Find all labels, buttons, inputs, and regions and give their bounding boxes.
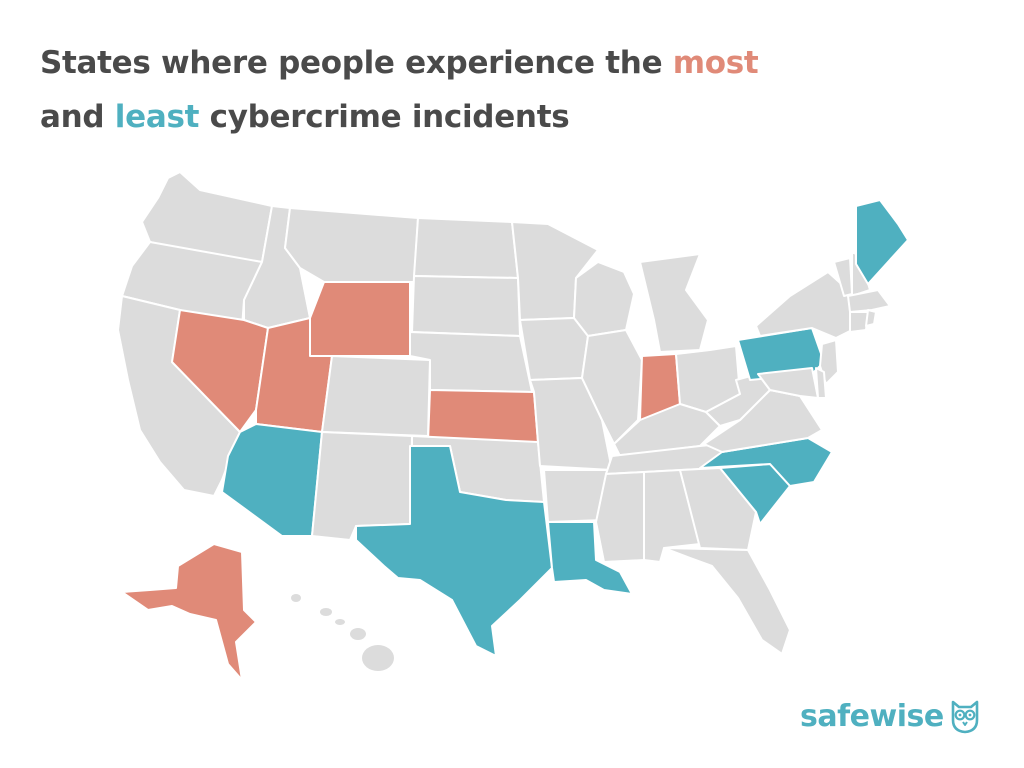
state-maryland	[757, 367, 819, 399]
title-text: and	[40, 99, 115, 135]
state-arizona	[221, 423, 323, 537]
state-south-dakota	[411, 275, 521, 337]
state-maine	[855, 199, 909, 285]
state-hawaii-kauai	[291, 594, 301, 602]
brand-logo: safewise	[800, 698, 980, 734]
state-colorado	[321, 355, 431, 437]
title-line-1: States where people experience the most	[40, 36, 759, 90]
map-title: States where people experience the most …	[40, 36, 759, 144]
title-line-2: and least cybercrime incidents	[40, 90, 758, 144]
title-highlight-most: most	[672, 45, 759, 81]
state-hawaii-oahu	[320, 608, 332, 616]
state-new-york	[755, 271, 853, 339]
state-massachusetts	[847, 289, 891, 313]
state-wisconsin	[573, 261, 635, 337]
state-rhode-island	[865, 309, 877, 327]
state-north-dakota	[413, 217, 519, 279]
state-florida	[663, 547, 791, 655]
state-iowa	[519, 317, 589, 381]
state-montana	[284, 207, 419, 283]
state-michigan	[639, 253, 709, 353]
state-georgia	[679, 467, 757, 551]
state-texas	[355, 445, 553, 657]
state-delaware	[815, 367, 827, 399]
state-hawaii-maui	[350, 628, 366, 640]
state-hawaii-island	[362, 645, 394, 671]
state-louisiana	[547, 521, 633, 595]
state-alaska	[121, 543, 257, 681]
state-hawaii-molokai	[335, 619, 345, 625]
state-wyoming	[309, 281, 411, 357]
state-kansas	[427, 389, 539, 443]
title-text: States where people experience the	[40, 45, 673, 81]
brand-name: safewise	[800, 698, 944, 734]
state-connecticut	[849, 311, 869, 333]
states-layer	[117, 171, 909, 681]
title-text: cybercrime incidents	[199, 99, 570, 135]
hawaii-islands	[291, 594, 394, 671]
state-mississippi	[595, 471, 645, 563]
owl-icon	[951, 700, 979, 734]
title-highlight-least: least	[114, 99, 200, 135]
